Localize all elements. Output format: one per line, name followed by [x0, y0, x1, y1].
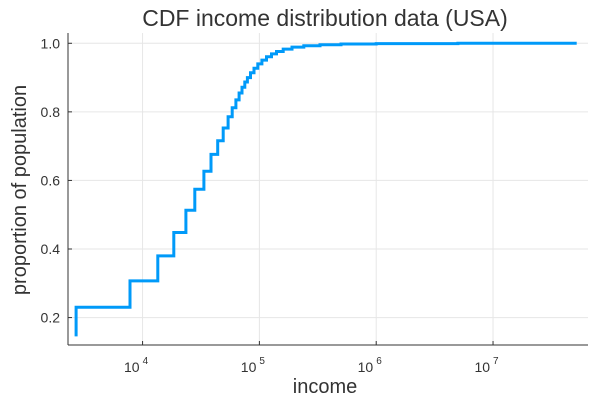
x-tick-label-exponent: 6 [376, 356, 382, 367]
x-axis-label: income [293, 376, 357, 398]
y-tick-label: 0.6 [41, 172, 61, 188]
x-tick-label-base: 10 [474, 359, 490, 375]
y-tick-label: 0.8 [41, 104, 61, 120]
tick-labels: 10 4 10 5 10 6 10 70.20.40.60.81.0 [41, 35, 500, 375]
axes [67, 33, 588, 346]
cdf-series-line [74, 41, 577, 337]
y-axis-label: proportion of population [9, 85, 31, 295]
y-tick-label: 0.4 [41, 241, 61, 257]
x-tick-label-exponent: 4 [143, 356, 149, 367]
grid-lines [68, 33, 588, 345]
y-tick-label: 1.0 [41, 35, 61, 51]
x-tick-label-base: 10 [358, 359, 374, 375]
x-tick-label-exponent: 7 [493, 356, 499, 367]
x-tick-label-base: 10 [241, 359, 257, 375]
chart-title: CDF income distribution data (USA) [142, 5, 508, 31]
x-tick-label-base: 10 [124, 359, 140, 375]
x-tick-label-exponent: 5 [259, 356, 265, 367]
y-tick-label: 0.2 [41, 310, 61, 326]
